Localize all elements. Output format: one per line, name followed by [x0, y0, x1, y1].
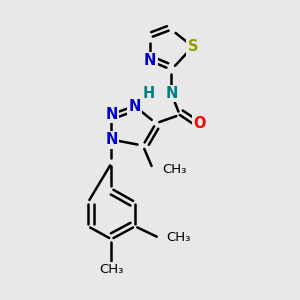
- Text: N: N: [165, 86, 178, 101]
- Text: H: H: [143, 86, 155, 101]
- Text: N: N: [105, 107, 118, 122]
- Text: N: N: [144, 53, 156, 68]
- Text: N: N: [128, 98, 141, 113]
- Text: N: N: [105, 132, 118, 147]
- Text: S: S: [188, 39, 198, 54]
- Text: CH₃: CH₃: [166, 231, 191, 244]
- Text: O: O: [194, 116, 206, 131]
- Text: CH₃: CH₃: [99, 263, 124, 276]
- Text: CH₃: CH₃: [162, 163, 186, 176]
